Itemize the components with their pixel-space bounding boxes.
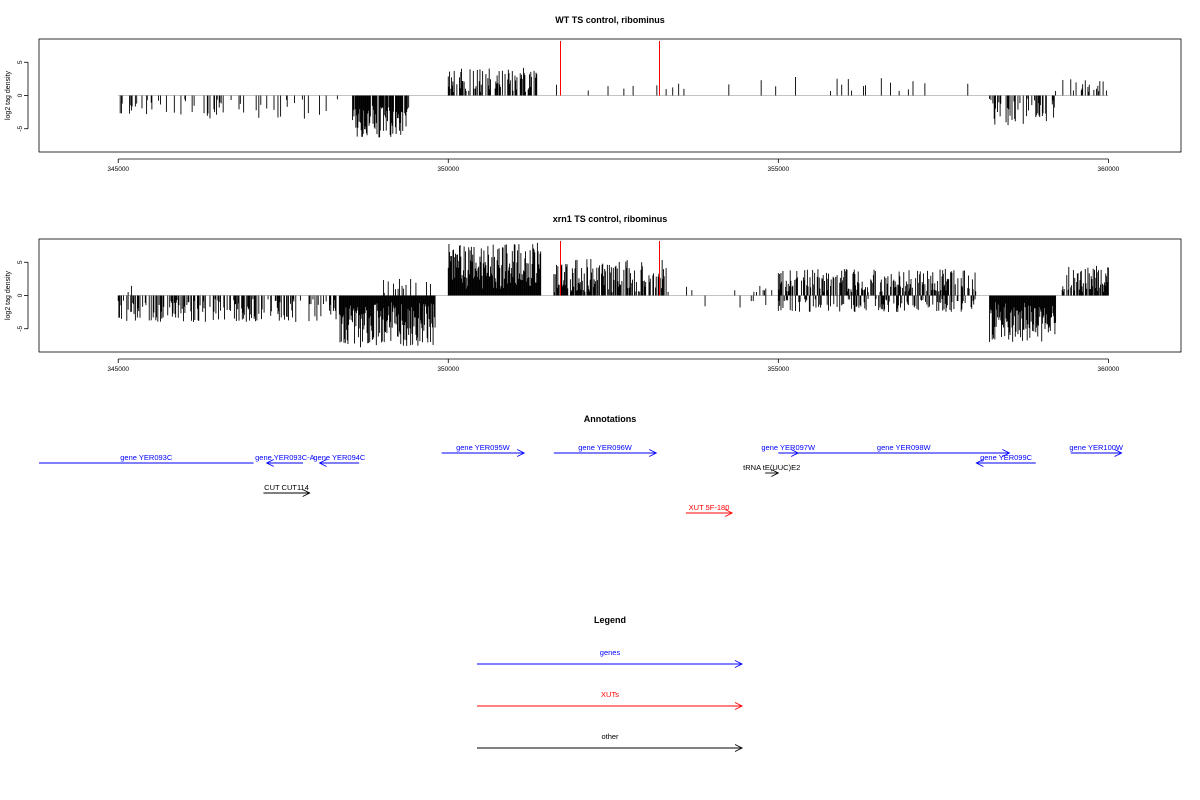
feature-label: gene YER097W [761,443,816,452]
feature-label: tRNA tE(UUC)E2 [743,463,800,472]
y-tick-label: -5 [17,125,24,131]
annotation-genes: gene YER093C-A [255,453,315,467]
feature-arrowhead [302,489,311,497]
feature-label: gene YER094C [313,453,366,462]
y-tick-label: -5 [17,325,24,331]
x-tick-label: 350000 [437,366,459,373]
feature-arrowhead [1002,449,1011,457]
legend-label: genes [600,648,621,657]
feature-arrowhead [516,449,526,457]
plot-frame [38,238,1182,353]
y-tick-label: 0 [17,93,24,97]
panel-2-title: xrn1 TS control, ribominus [553,214,668,224]
legend-item-other: other [477,732,744,752]
panel-1-title: WT TS control, ribominus [555,15,665,25]
feature-arrowhead [771,469,780,477]
x-tick-label: 350000 [437,166,459,173]
feature-label: XUT 5F-180 [689,503,730,512]
feature-arrowhead [1114,449,1123,457]
feature-arrowhead [318,459,327,467]
feature-label: gene YER096W [578,443,633,452]
annotation-other: CUT CUT114 [263,483,311,497]
feature-label: gene YER098W [877,443,932,452]
legend-item-XUTs: XUTs [477,690,744,710]
legend-arrowhead [734,702,744,710]
feature-label: gene YER093C [120,453,173,462]
legend: genes XUTs other [477,648,744,752]
annotations-title: Annotations [584,414,637,424]
y-tick-label: 5 [17,60,24,64]
y-axis-label: log2 tag density [5,270,12,320]
annotation-other: tRNA tE(UUC)E2 [743,463,800,477]
feature-label: CUT CUT114 [264,483,309,492]
legend-arrowhead [734,660,744,668]
feature-arrowhead [649,449,658,457]
legend-label: XUTs [601,690,619,699]
feature-arrowhead [724,509,734,517]
panel-2-plot: 345000 350000 355000 360000 -5 0 5 log2 tag den… [5,238,1182,373]
y-axis-label: log2 tag density [5,70,12,120]
x-tick-label: 345000 [107,166,129,173]
y-tick-label: 0 [17,293,24,297]
feature-label: gene YER095W [456,443,511,452]
legend-title: Legend [594,615,626,625]
x-tick-label: 355000 [767,166,789,173]
feature-label: gene YER100W [1069,443,1124,452]
x-tick-label: 355000 [767,366,789,373]
annotation-genes: gene YER093C [39,453,254,464]
annotation-genes: gene YER096W [553,443,658,457]
y-tick-label: 5 [17,260,24,264]
legend-arrowhead [734,744,744,752]
annotation-genes: gene YER097W [761,443,816,457]
feature-arrowhead [975,459,984,467]
legend-item-genes: genes [477,648,744,668]
feature-label: gene YER093C-A [255,453,314,462]
x-tick-label: 360000 [1098,166,1120,173]
x-tick-label: 345000 [107,366,129,373]
plot-frame [38,38,1182,153]
panel-1-plot: 345000 350000 355000 360000 -5 0 5 log2 tag den… [5,38,1182,173]
annotation-genes: gene YER098W [798,443,1011,457]
legend-label: other [601,732,619,741]
annotation-genes: gene YER094C [313,453,366,467]
bars-series [119,67,1107,138]
annotation-genes: gene YER100W [1069,443,1124,457]
annotation-genes: gene YER095W [441,443,526,457]
annotation-genes: gene YER099C [975,453,1036,467]
bars-series [117,242,1109,348]
x-tick-label: 360000 [1098,366,1120,373]
feature-arrowhead [265,459,274,467]
feature-label: gene YER099C [980,453,1033,462]
annotation-XUTs: XUT 5F-180 [685,503,734,517]
